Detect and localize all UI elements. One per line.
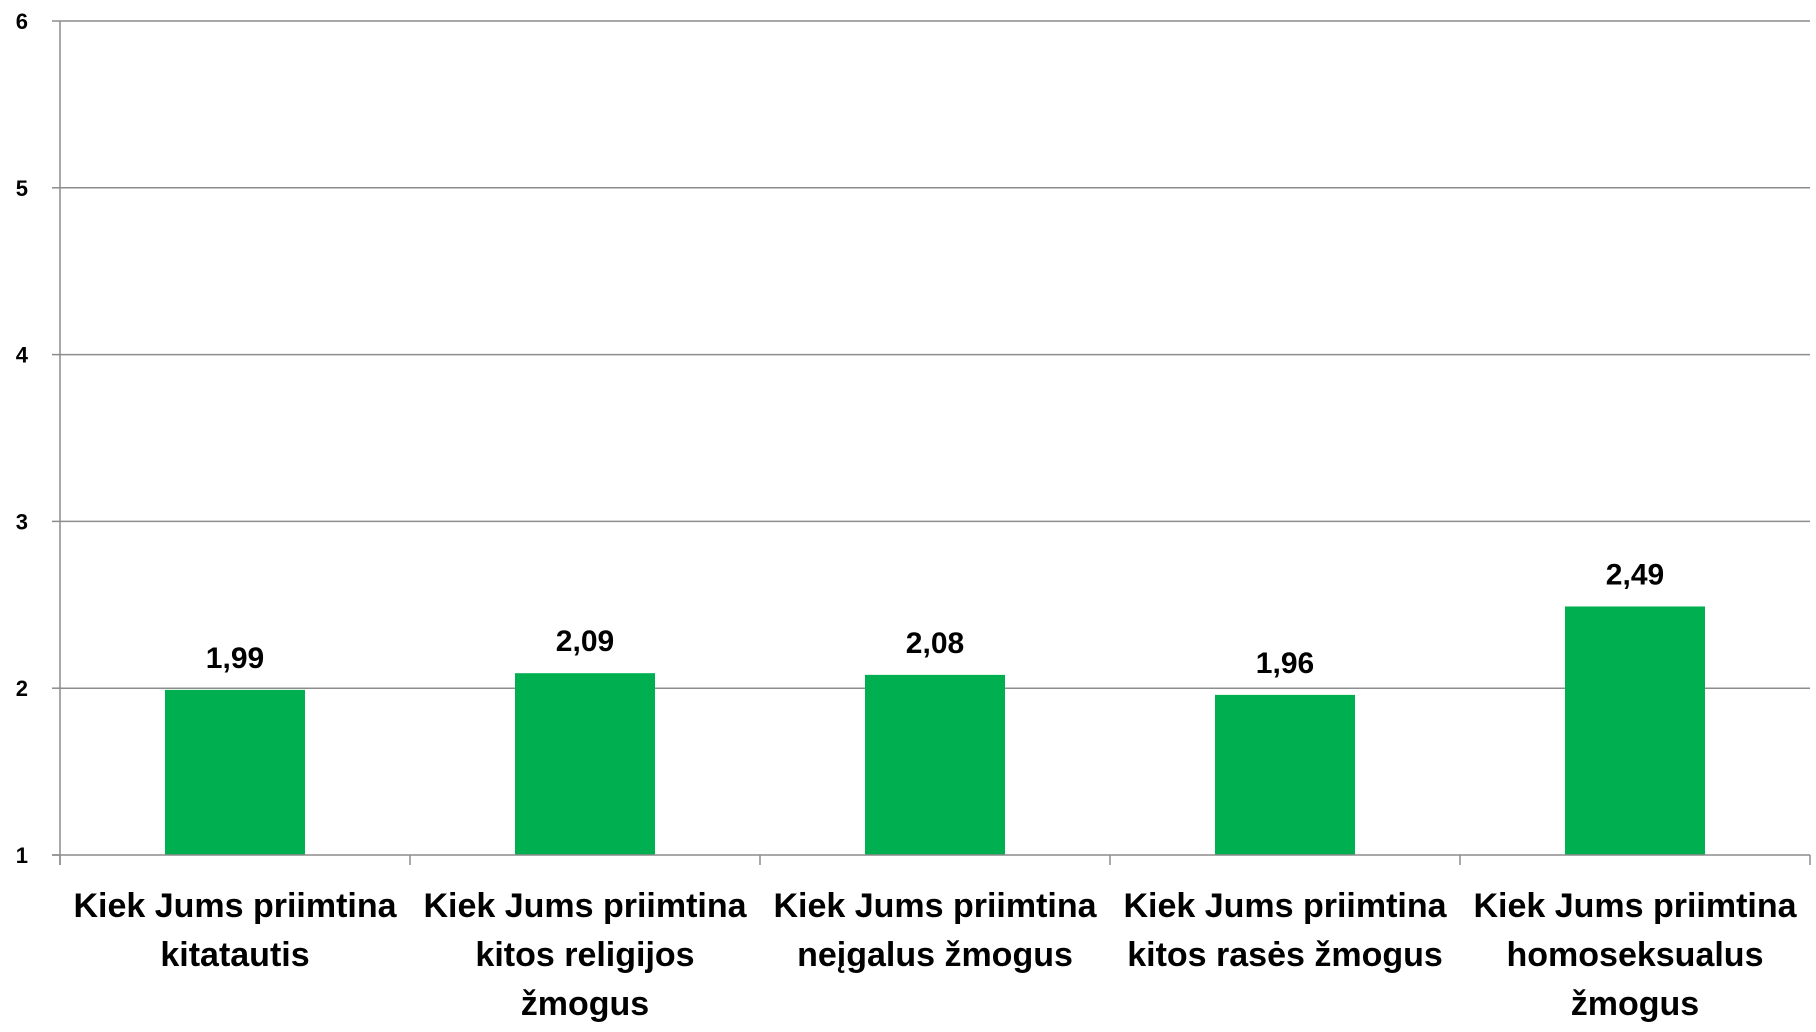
category-label-2-line-2: kitos religijos [475, 936, 694, 974]
category-label-5-line-3: žmogus [1571, 985, 1699, 1023]
bar-1 [165, 689, 305, 855]
bar-5 [1565, 606, 1705, 855]
y-tick-label-1: 1 [16, 843, 28, 868]
category-label-3-line-2: neįgalus žmogus [797, 936, 1073, 974]
category-label-2-line-3: žmogus [521, 985, 649, 1023]
category-label-1-line-2: kitatautis [160, 936, 309, 974]
bar-3 [865, 674, 1005, 855]
category-label-5-line-2: homoseksualus [1507, 936, 1764, 974]
data-label-4: 1,96 [1256, 647, 1314, 680]
y-tick-label-5: 5 [16, 176, 28, 201]
bar-4 [1215, 694, 1355, 855]
bars [165, 606, 1705, 855]
category-label-1-line-1: Kiek Jums priimtina [73, 887, 397, 925]
gridlines [60, 20, 1810, 689]
y-tick-label-2: 2 [16, 676, 28, 701]
category-label-4-line-1: Kiek Jums priimtina [1123, 887, 1447, 925]
category-label-5-line-1: Kiek Jums priimtina [1473, 887, 1797, 925]
bar-2 [515, 673, 655, 855]
data-label-5: 2,49 [1606, 558, 1664, 591]
axes [52, 20, 1811, 865]
data-label-2: 2,09 [556, 625, 614, 658]
y-tick-label-6: 6 [16, 9, 28, 34]
labels: 1 2 3 4 5 6 1,99 Kiek Jums priimtina kitatautis 2… [16, 9, 1798, 1023]
category-label-2-line-1: Kiek Jums priimtina [423, 887, 747, 925]
category-label-3-line-1: Kiek Jums priimtina [773, 887, 1097, 925]
y-tick-label-4: 4 [16, 343, 29, 368]
y-tick-label-3: 3 [16, 509, 28, 534]
data-label-1: 1,99 [206, 642, 264, 675]
category-label-4-line-2: kitos rasės žmogus [1127, 936, 1443, 974]
data-label-3: 2,08 [906, 627, 964, 660]
